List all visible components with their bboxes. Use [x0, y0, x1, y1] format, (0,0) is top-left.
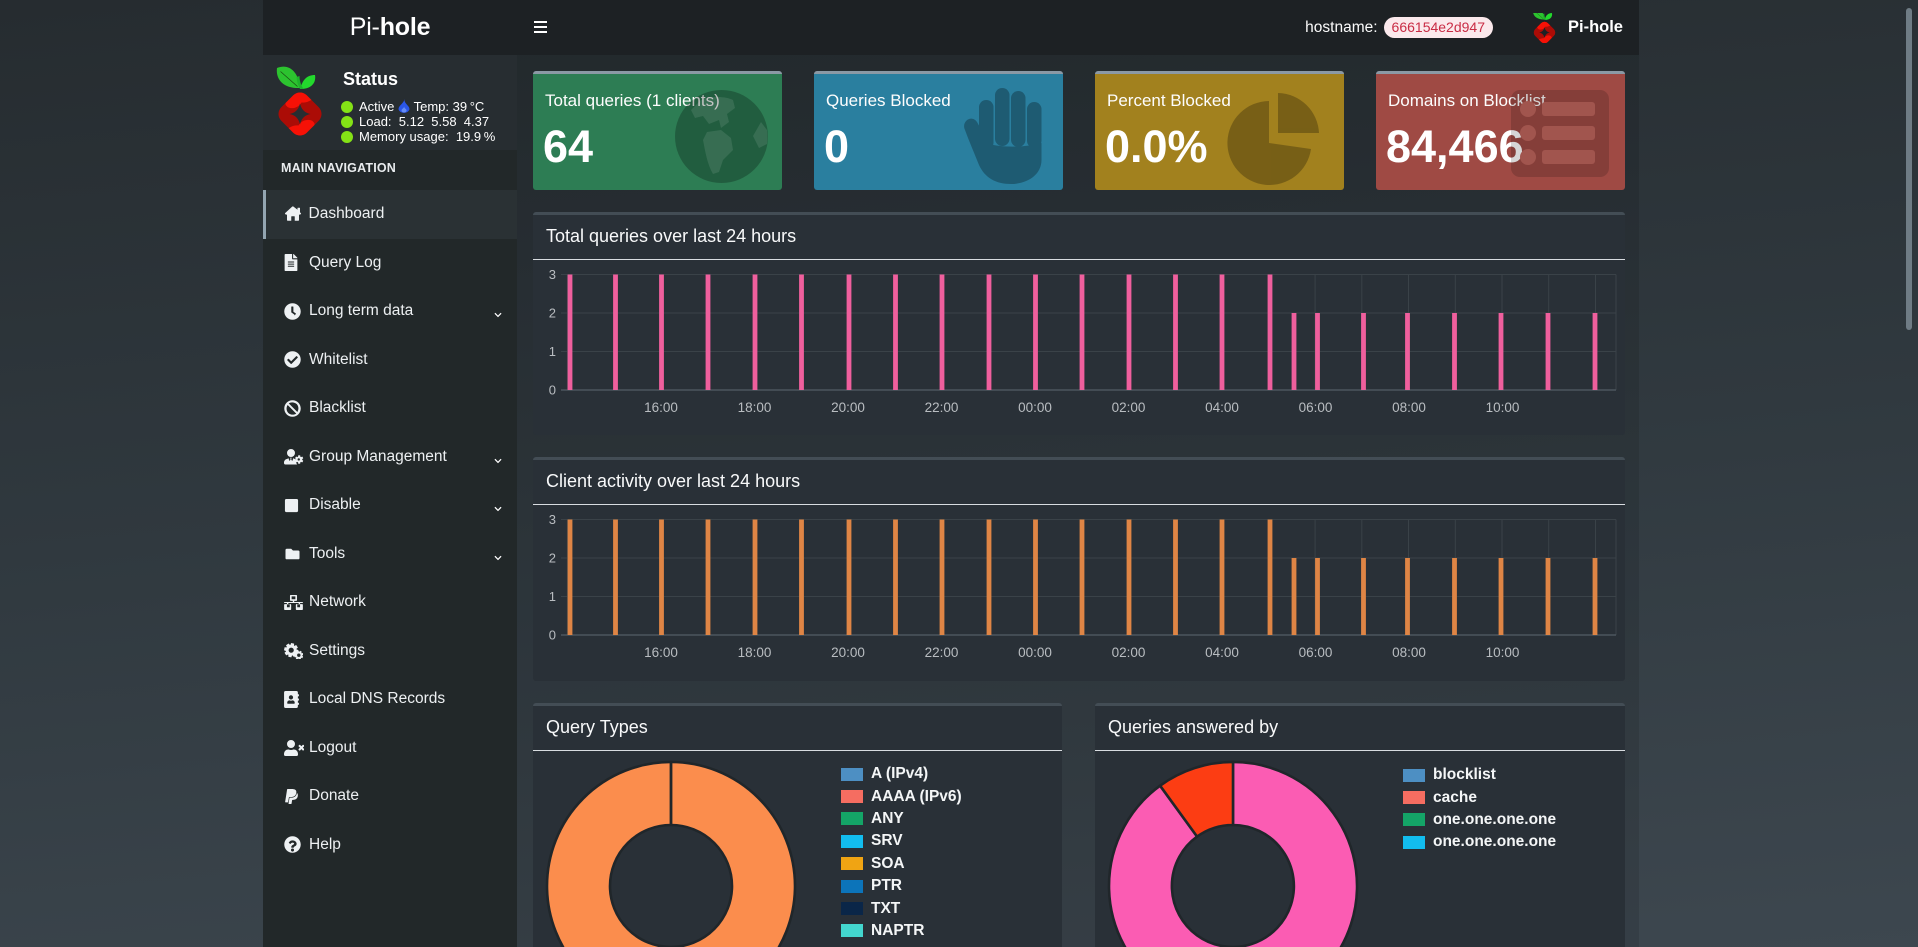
svg-text:22:00: 22:00 — [925, 645, 959, 660]
svg-text:20:00: 20:00 — [831, 400, 865, 415]
svg-text:10:00: 10:00 — [1486, 400, 1520, 415]
svg-text:08:00: 08:00 — [1392, 400, 1426, 415]
svg-text:02:00: 02:00 — [1112, 645, 1146, 660]
svg-text:16:00: 16:00 — [644, 400, 678, 415]
svg-text:08:00: 08:00 — [1392, 645, 1426, 660]
svg-text:18:00: 18:00 — [738, 400, 772, 415]
svg-text:06:00: 06:00 — [1299, 645, 1333, 660]
svg-text:22:00: 22:00 — [925, 400, 959, 415]
svg-text:16:00: 16:00 — [644, 645, 678, 660]
svg-text:00:00: 00:00 — [1018, 400, 1052, 415]
svg-text:2: 2 — [549, 306, 556, 321]
svg-text:3: 3 — [549, 512, 556, 527]
svg-text:02:00: 02:00 — [1112, 400, 1146, 415]
svg-text:04:00: 04:00 — [1205, 645, 1239, 660]
svg-text:00:00: 00:00 — [1018, 645, 1052, 660]
svg-text:1: 1 — [549, 344, 556, 359]
svg-text:0: 0 — [549, 628, 556, 643]
svg-text:2: 2 — [549, 551, 556, 566]
svg-text:1: 1 — [549, 589, 556, 604]
svg-text:10:00: 10:00 — [1486, 645, 1520, 660]
svg-text:04:00: 04:00 — [1205, 400, 1239, 415]
svg-text:18:00: 18:00 — [738, 645, 772, 660]
svg-text:06:00: 06:00 — [1299, 400, 1333, 415]
svg-text:0: 0 — [549, 383, 556, 398]
svg-text:20:00: 20:00 — [831, 645, 865, 660]
svg-text:3: 3 — [549, 267, 556, 282]
